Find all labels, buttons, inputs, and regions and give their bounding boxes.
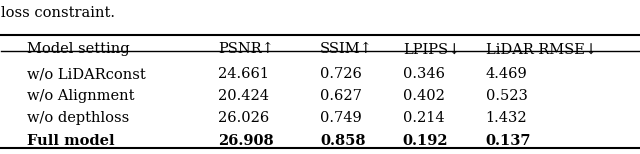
Text: 0.402: 0.402: [403, 89, 445, 103]
Text: 0.192: 0.192: [403, 134, 449, 148]
Text: w/o Alignment: w/o Alignment: [27, 89, 134, 103]
Text: PSNR↑: PSNR↑: [218, 42, 274, 56]
Text: 4.469: 4.469: [486, 67, 527, 81]
Text: 0.627: 0.627: [320, 89, 362, 103]
Text: 26.908: 26.908: [218, 134, 274, 148]
Text: 0.858: 0.858: [320, 134, 365, 148]
Text: 0.749: 0.749: [320, 111, 362, 125]
Text: 0.726: 0.726: [320, 67, 362, 81]
Text: LPIPS↓: LPIPS↓: [403, 42, 460, 56]
Text: Full model: Full model: [27, 134, 115, 148]
Text: 24.661: 24.661: [218, 67, 269, 81]
Text: 0.214: 0.214: [403, 111, 444, 125]
Text: loss constraint.: loss constraint.: [1, 6, 115, 20]
Text: 20.424: 20.424: [218, 89, 269, 103]
Text: w/o depthloss: w/o depthloss: [27, 111, 129, 125]
Text: 0.137: 0.137: [486, 134, 531, 148]
Text: Model setting: Model setting: [27, 42, 129, 56]
Text: SSIM↑: SSIM↑: [320, 42, 373, 56]
Text: 26.026: 26.026: [218, 111, 269, 125]
Text: 0.523: 0.523: [486, 89, 527, 103]
Text: 0.346: 0.346: [403, 67, 445, 81]
Text: 1.432: 1.432: [486, 111, 527, 125]
Text: LiDAR RMSE↓: LiDAR RMSE↓: [486, 42, 597, 56]
Text: w/o LiDARconst: w/o LiDARconst: [27, 67, 146, 81]
